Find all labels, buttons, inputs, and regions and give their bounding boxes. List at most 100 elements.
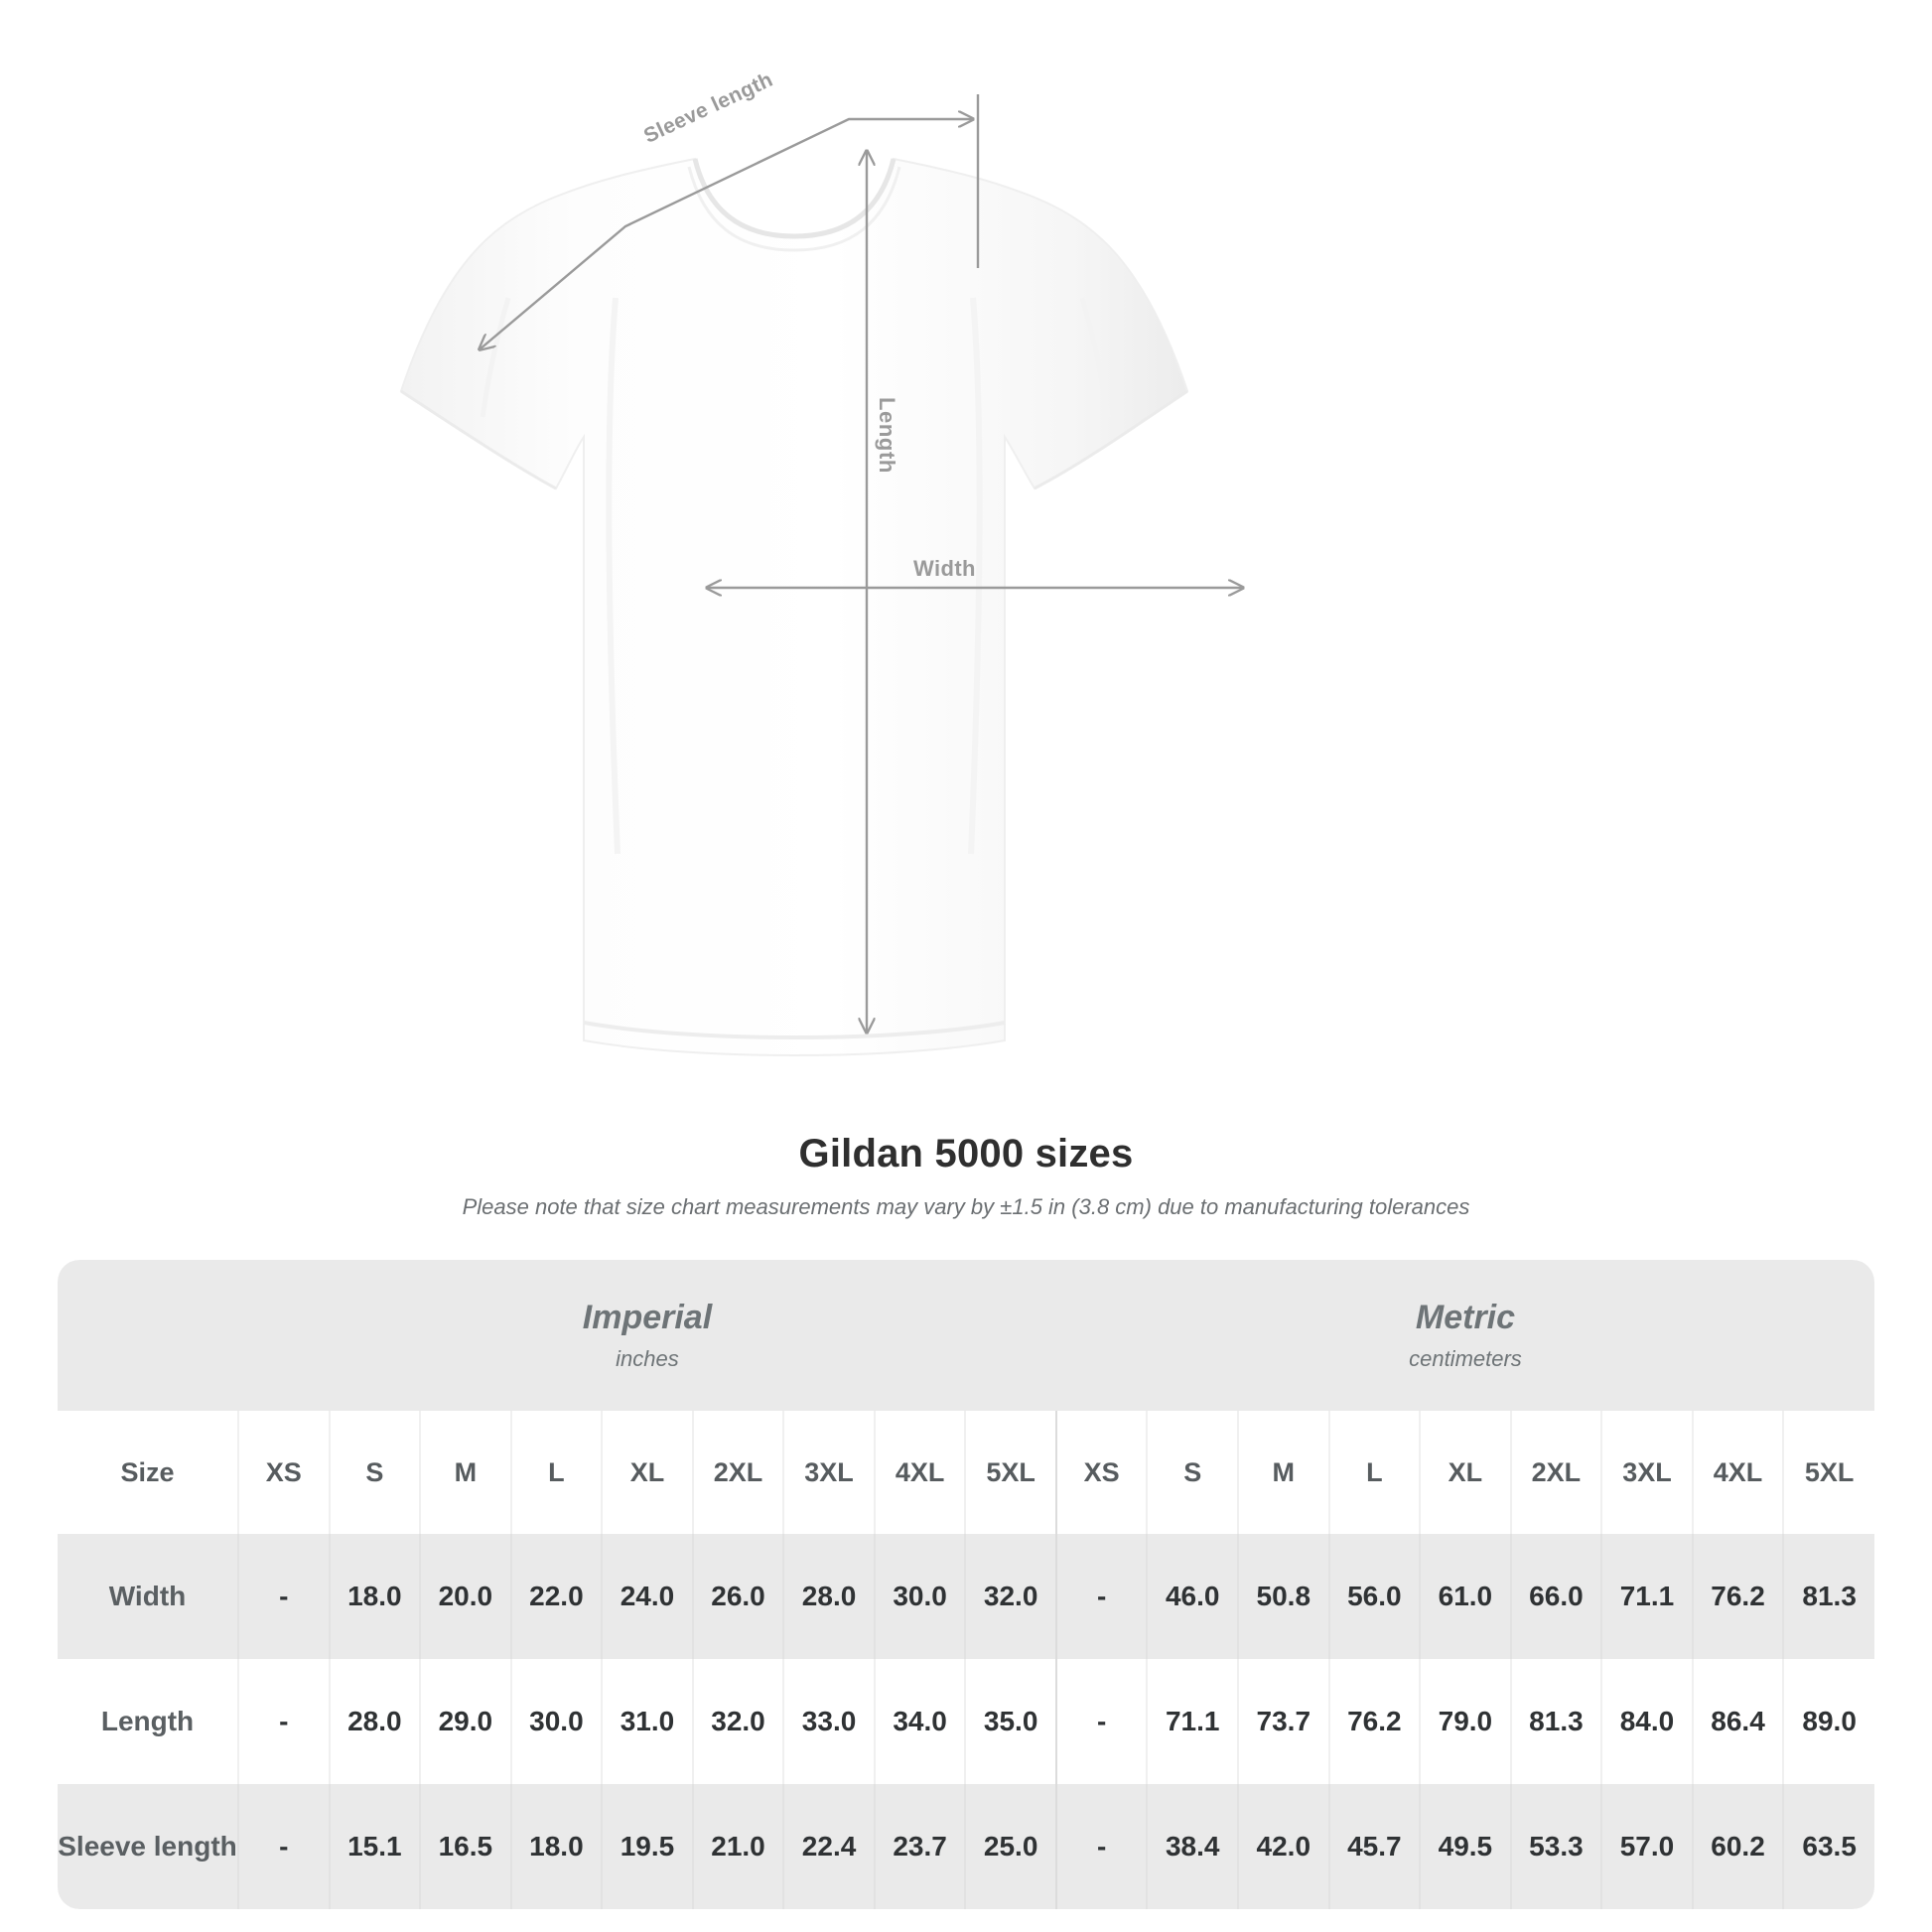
cell-length-metric-xs: -	[1054, 1659, 1148, 1784]
page-title: Gildan 5000 sizes	[798, 1132, 1134, 1175]
cell-width-imperial-2xl: 26.0	[691, 1534, 784, 1659]
table-row: Sleeve length - 15.1 16.5 18.0 19.5 21.0…	[58, 1784, 1874, 1909]
cell-width-imperial-4xl: 30.0	[873, 1534, 966, 1659]
title-block: Gildan 5000 sizes Please note that size …	[0, 1132, 1932, 1220]
size-col-metric-5xl: 5XL	[1782, 1411, 1874, 1534]
cell-sleeve-metric-2xl: 53.3	[1509, 1784, 1602, 1909]
cell-width-imperial-xl: 24.0	[601, 1534, 693, 1659]
row-label-width: Width	[58, 1534, 238, 1659]
cell-length-imperial-4xl: 34.0	[873, 1659, 966, 1784]
size-col-metric-xs: XS	[1054, 1411, 1148, 1534]
size-col-metric-l: L	[1327, 1411, 1421, 1534]
size-col-metric-m: M	[1237, 1411, 1329, 1534]
cell-width-metric-s: 46.0	[1146, 1534, 1239, 1659]
cell-sleeve-imperial-l: 18.0	[509, 1784, 603, 1909]
cell-sleeve-imperial-2xl: 21.0	[691, 1784, 784, 1909]
cell-width-metric-2xl: 66.0	[1509, 1534, 1602, 1659]
size-header-row: Size XS S M L XL 2XL 3XL 4XL 5XL XS S M …	[58, 1411, 1874, 1534]
sleeve-length-measure	[480, 94, 980, 349]
unit-group-imperial-name: Imperial	[582, 1299, 713, 1337]
cell-length-imperial-s: 28.0	[328, 1659, 421, 1784]
cell-sleeve-metric-5xl: 63.5	[1782, 1784, 1874, 1909]
size-header-label: Size	[58, 1411, 238, 1534]
tshirt-shape	[399, 157, 1189, 1056]
cell-length-metric-m: 73.7	[1237, 1659, 1329, 1784]
unit-group-imperial: Imperial inches	[238, 1260, 1056, 1411]
cell-width-imperial-s: 18.0	[328, 1534, 421, 1659]
cell-sleeve-imperial-3xl: 22.4	[782, 1784, 875, 1909]
size-col-imperial-2xl: 2XL	[691, 1411, 784, 1534]
width-label: Width	[913, 556, 976, 581]
row-label-length: Length	[58, 1659, 238, 1784]
cell-length-metric-2xl: 81.3	[1509, 1659, 1602, 1784]
cell-sleeve-metric-3xl: 57.0	[1600, 1784, 1693, 1909]
cell-sleeve-imperial-5xl: 25.0	[964, 1784, 1056, 1909]
size-col-imperial-4xl: 4XL	[873, 1411, 966, 1534]
cell-length-imperial-5xl: 35.0	[964, 1659, 1056, 1784]
size-table-container: Imperial inches Metric centimeters Size …	[58, 1260, 1874, 1909]
unit-header-row: Imperial inches Metric centimeters	[58, 1260, 1874, 1411]
size-col-metric-4xl: 4XL	[1691, 1411, 1784, 1534]
size-col-imperial-m: M	[419, 1411, 511, 1534]
cell-length-metric-l: 76.2	[1327, 1659, 1421, 1784]
cell-length-imperial-2xl: 32.0	[691, 1659, 784, 1784]
size-col-metric-3xl: 3XL	[1600, 1411, 1693, 1534]
cell-length-metric-3xl: 84.0	[1600, 1659, 1693, 1784]
row-label-sleeve-length: Sleeve length	[58, 1784, 238, 1909]
cell-sleeve-metric-xl: 49.5	[1419, 1784, 1511, 1909]
cell-sleeve-imperial-4xl: 23.7	[873, 1784, 966, 1909]
cell-sleeve-metric-m: 42.0	[1237, 1784, 1329, 1909]
unit-group-metric-unit: centimeters	[1409, 1345, 1522, 1371]
cell-sleeve-metric-xs: -	[1054, 1784, 1148, 1909]
cell-length-imperial-xl: 31.0	[601, 1659, 693, 1784]
cell-width-metric-xs: -	[1054, 1534, 1148, 1659]
cell-width-metric-3xl: 71.1	[1600, 1534, 1693, 1659]
cell-width-imperial-l: 22.0	[509, 1534, 603, 1659]
size-col-imperial-xl: XL	[601, 1411, 693, 1534]
cell-width-imperial-m: 20.0	[419, 1534, 511, 1659]
size-table: Imperial inches Metric centimeters Size …	[58, 1260, 1874, 1909]
table-row: Width - 18.0 20.0 22.0 24.0 26.0 28.0 30…	[58, 1534, 1874, 1659]
size-col-metric-s: S	[1146, 1411, 1239, 1534]
cell-sleeve-imperial-m: 16.5	[419, 1784, 511, 1909]
cell-width-metric-l: 56.0	[1327, 1534, 1421, 1659]
tshirt-measurement-diagram: Sleeve length Length Width	[399, 69, 1932, 1056]
cell-width-imperial-xs: -	[237, 1534, 330, 1659]
unit-group-metric: Metric centimeters	[1055, 1260, 1874, 1411]
size-col-imperial-s: S	[328, 1411, 421, 1534]
cell-length-imperial-l: 30.0	[509, 1659, 603, 1784]
cell-length-imperial-xs: -	[237, 1659, 330, 1784]
size-col-imperial-3xl: 3XL	[782, 1411, 875, 1534]
cell-sleeve-metric-s: 38.4	[1146, 1784, 1239, 1909]
tshirt-illustration	[399, 94, 1932, 1056]
cell-length-metric-xl: 79.0	[1419, 1659, 1511, 1784]
cell-sleeve-imperial-xl: 19.5	[601, 1784, 693, 1909]
unit-group-metric-name: Metric	[1415, 1299, 1516, 1337]
cell-length-metric-5xl: 89.0	[1782, 1659, 1874, 1784]
cell-length-metric-4xl: 86.4	[1691, 1659, 1784, 1784]
cell-width-metric-m: 50.8	[1237, 1534, 1329, 1659]
cell-length-metric-s: 71.1	[1146, 1659, 1239, 1784]
unit-header-corner	[58, 1260, 238, 1411]
cell-width-metric-4xl: 76.2	[1691, 1534, 1784, 1659]
cell-sleeve-imperial-s: 15.1	[328, 1784, 421, 1909]
size-col-metric-2xl: 2XL	[1509, 1411, 1602, 1534]
cell-width-metric-xl: 61.0	[1419, 1534, 1511, 1659]
cell-width-imperial-3xl: 28.0	[782, 1534, 875, 1659]
size-col-imperial-xs: XS	[237, 1411, 330, 1534]
size-table-body: Imperial inches Metric centimeters Size …	[58, 1260, 1874, 1909]
cell-sleeve-imperial-xs: -	[237, 1784, 330, 1909]
cell-width-metric-5xl: 81.3	[1782, 1534, 1874, 1659]
size-col-imperial-l: L	[509, 1411, 603, 1534]
size-col-metric-xl: XL	[1419, 1411, 1511, 1534]
cell-sleeve-metric-l: 45.7	[1327, 1784, 1421, 1909]
cell-length-imperial-3xl: 33.0	[782, 1659, 875, 1784]
length-label: Length	[875, 397, 899, 474]
unit-group-imperial-unit: inches	[616, 1345, 679, 1371]
page-subtitle: Please note that size chart measurements…	[462, 1194, 1470, 1219]
cell-length-imperial-m: 29.0	[419, 1659, 511, 1784]
cell-sleeve-metric-4xl: 60.2	[1691, 1784, 1784, 1909]
size-col-imperial-5xl: 5XL	[964, 1411, 1056, 1534]
cell-width-imperial-5xl: 32.0	[964, 1534, 1056, 1659]
